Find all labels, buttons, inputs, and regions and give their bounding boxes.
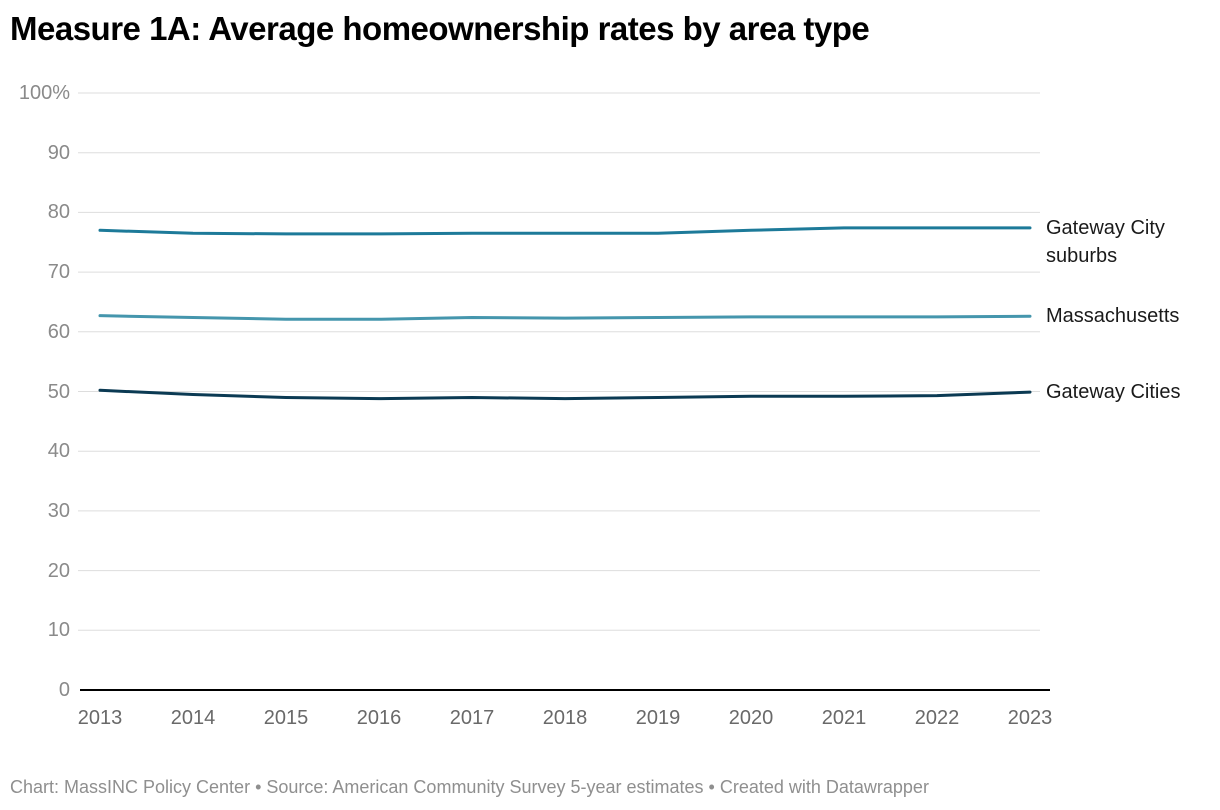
y-tick-label: 0: [58, 679, 70, 701]
series-label-massachusetts: Massachusetts: [1046, 305, 1180, 328]
x-tick-label: 2015: [263, 707, 309, 729]
series-line-gateway-city-suburbs: [98, 226, 1032, 236]
x-tick-label: 2021: [821, 707, 867, 729]
x-tick-label: 2013: [77, 707, 123, 729]
x-tick-label: 2023: [1007, 707, 1053, 729]
y-tick-label: 50: [47, 380, 70, 403]
y-tick-label: 60: [47, 320, 70, 343]
series-label-gateway-cities: Gateway Cities: [1046, 381, 1181, 404]
x-tick-label: 2022: [914, 707, 960, 729]
y-tick-label: 70: [47, 261, 70, 284]
x-tick-label: 2019: [635, 707, 681, 729]
series-line-gateway-cities: [98, 388, 1032, 401]
series-line-massachusetts: [98, 314, 1032, 321]
y-tick-label: 30: [47, 499, 70, 522]
series-label-gateway-city-suburbs: Gateway City suburbs: [1046, 216, 1165, 267]
y-tick-label: 80: [47, 201, 70, 224]
y-tick-label: 10: [47, 619, 70, 642]
y-tick-label: 40: [47, 440, 70, 463]
x-tick-label: 2016: [356, 707, 402, 729]
chart-footer: Chart: MassINC Policy Center • Source: A…: [10, 777, 929, 797]
y-tick-label: 20: [47, 559, 70, 582]
x-tick-label: 2017: [449, 707, 495, 729]
x-tick-label: 2020: [728, 707, 774, 729]
x-tick-label: 2014: [170, 707, 216, 729]
y-tick-label: 90: [47, 141, 70, 164]
chart-title: Measure 1A: Average homeownership rates …: [10, 10, 870, 47]
x-tick-label: 2018: [542, 707, 588, 729]
y-tick-label: 100%: [18, 82, 70, 104]
